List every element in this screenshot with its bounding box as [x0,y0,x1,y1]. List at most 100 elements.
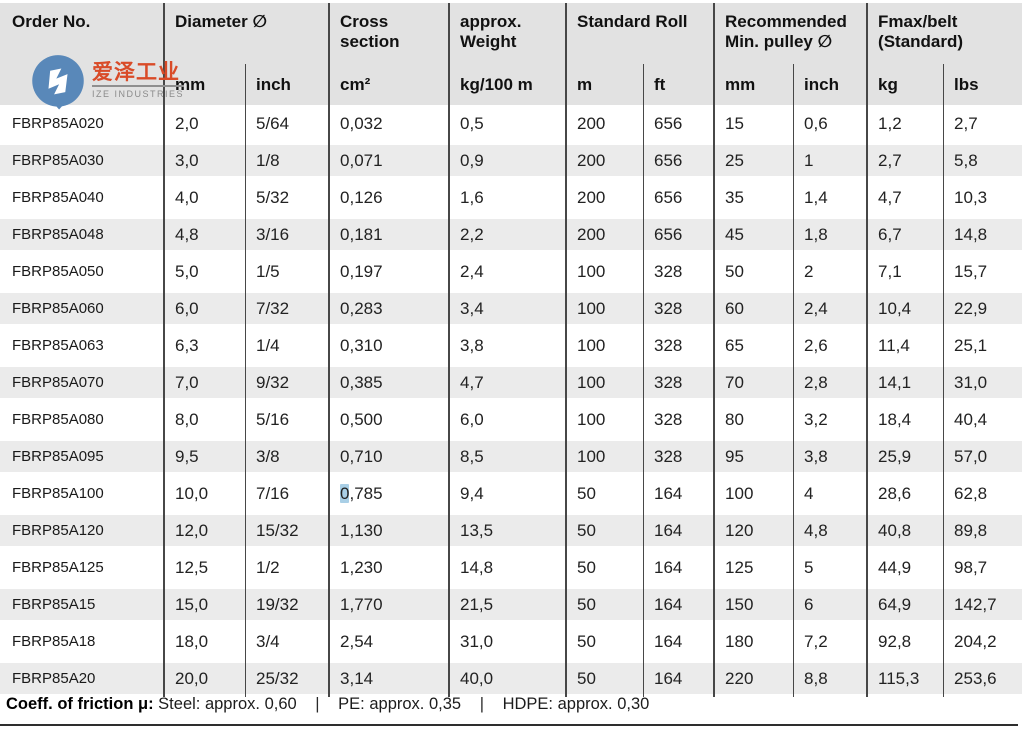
table-row: FBRP85A100 10,0 7/16 0,785 9,4 50 164 100 4 28,6 6… [0,475,1022,512]
cell-value: 8,8 [793,660,867,697]
cell-value: 100 [565,253,644,290]
cell-value: 6,3 [163,327,245,364]
cell-value: 1,4 [793,179,867,216]
cell-value: 1,770 [328,586,449,623]
cell-value: 120 [713,512,794,549]
cell-value: 0,283 [328,290,449,327]
cell-value: 8,5 [448,438,566,475]
cell-value: 65 [713,327,794,364]
cell-value: 5,0 [163,253,245,290]
cell-value: 3,8 [793,438,867,475]
cell-value: 2 [793,253,867,290]
cell-value: 8,0 [163,401,245,438]
cell-value: 2,4 [793,290,867,327]
cell-value: 18,4 [866,401,944,438]
cell-value: 220 [713,660,794,697]
table-row: FBRP85A030 3,0 1/8 0,071 0,9 200 656 25 1 2,7 5,8 [0,142,1022,179]
cell-value: 100 [565,364,644,401]
cell-value: 100 [565,290,644,327]
friction-footer: Coeff. of friction μ: Steel: approx. 0,6… [6,695,1016,714]
cell-order-no: FBRP85A080 [0,401,163,438]
cell-value: 40,8 [866,512,944,549]
cell-value: 15 [713,105,794,142]
friction-steel: Steel: approx. 0,60 [158,695,297,713]
cell-value: 50 [565,549,644,586]
cell-value: 328 [643,253,714,290]
table-row: FBRP85A070 7,0 9/32 0,385 4,7 100 328 70 2,8 14,1… [0,364,1022,401]
cell-value: 9,5 [163,438,245,475]
cell-value: 0,032 [328,105,449,142]
cell-value: 0,181 [328,216,449,253]
table-row: FBRP85A050 5,0 1/5 0,197 2,4 100 328 50 2 7,1 15,7 [0,253,1022,290]
cell-value: 0,197 [328,253,449,290]
cell-value: 3,4 [448,290,566,327]
cell-value: 1,2 [866,105,944,142]
cell-value: 7/32 [245,290,329,327]
cell-value: 5/32 [245,179,329,216]
table-row: FBRP85A120 12,0 15/32 1,130 13,5 50 164 120 4,8 4… [0,512,1022,549]
cell-value: 0,126 [328,179,449,216]
cell-value: 98,7 [943,549,1022,586]
cell-value: 164 [643,549,714,586]
cell-value: 4,7 [448,364,566,401]
cell-value: 1/2 [245,549,329,586]
cell-value: 0,310 [328,327,449,364]
cell-value: 1,230 [328,549,449,586]
cell-value: 200 [565,216,644,253]
column-header-min-pulley: Recommended Min. pulley ∅ [713,3,867,64]
cell-value: 80 [713,401,794,438]
cell-order-no: FBRP85A15 [0,586,163,623]
cell-value: 328 [643,327,714,364]
cell-value: 200 [565,142,644,179]
cell-value: 204,2 [943,623,1022,660]
cell-value: 3,2 [793,401,867,438]
cell-value: 1,6 [448,179,566,216]
column-header-fmax: Fmax/belt (Standard) [866,3,1022,64]
cell-value: 328 [643,438,714,475]
cell-value: 200 [565,179,644,216]
cell-value: 142,7 [943,586,1022,623]
cell-value: 25,9 [866,438,944,475]
cell-value: 4,8 [163,216,245,253]
cell-value: 50 [565,475,644,512]
cell-order-no: FBRP85A050 [0,253,163,290]
cell-value: 0,9 [448,142,566,179]
table-row: FBRP85A095 9,5 3/8 0,710 8,5 100 328 95 3,8 25,9 5… [0,438,1022,475]
cell-value: 2,0 [163,105,245,142]
cell-order-no: FBRP85A095 [0,438,163,475]
cell-value: 10,0 [163,475,245,512]
cell-value: 2,7 [866,142,944,179]
cell-value: 150 [713,586,794,623]
cell-value: 3,0 [163,142,245,179]
cell-order-no: FBRP85A048 [0,216,163,253]
cell-value: 50 [565,586,644,623]
cell-value: 60 [713,290,794,327]
cell-value: 62,8 [943,475,1022,512]
cell-value: 1/5 [245,253,329,290]
friction-pe: PE: approx. 0,35 [338,695,462,713]
cell-value: 0,710 [328,438,449,475]
cell-value: 1/4 [245,327,329,364]
cell-value: 12,5 [163,549,245,586]
cell-value: 70 [713,364,794,401]
subheader-fmax-kg: kg [866,64,944,105]
cell-value: 1,130 [328,512,449,549]
cell-value: 2,54 [328,623,449,660]
subheader-roll-ft: ft [643,64,714,105]
cell-value: 2,7 [943,105,1022,142]
cell-value: 40,0 [448,660,566,697]
cell-order-no: FBRP85A100 [0,475,163,512]
table-header: Order No. Diameter ∅ Cross section appro… [0,3,1022,105]
subheader-roll-m: m [565,64,644,105]
cell-value: 180 [713,623,794,660]
cell-value: 200 [565,105,644,142]
cell-value: 25 [713,142,794,179]
column-header-diameter: Diameter ∅ [163,3,329,64]
cell-value: 4,0 [163,179,245,216]
cell-value: 0,500 [328,401,449,438]
table-row: FBRP85A040 4,0 5/32 0,126 1,6 200 656 35 1,4 4,7 1… [0,179,1022,216]
cell-value: 14,1 [866,364,944,401]
cell-value: 9,4 [448,475,566,512]
cell-value: 656 [643,216,714,253]
cell-value: 6,0 [163,290,245,327]
